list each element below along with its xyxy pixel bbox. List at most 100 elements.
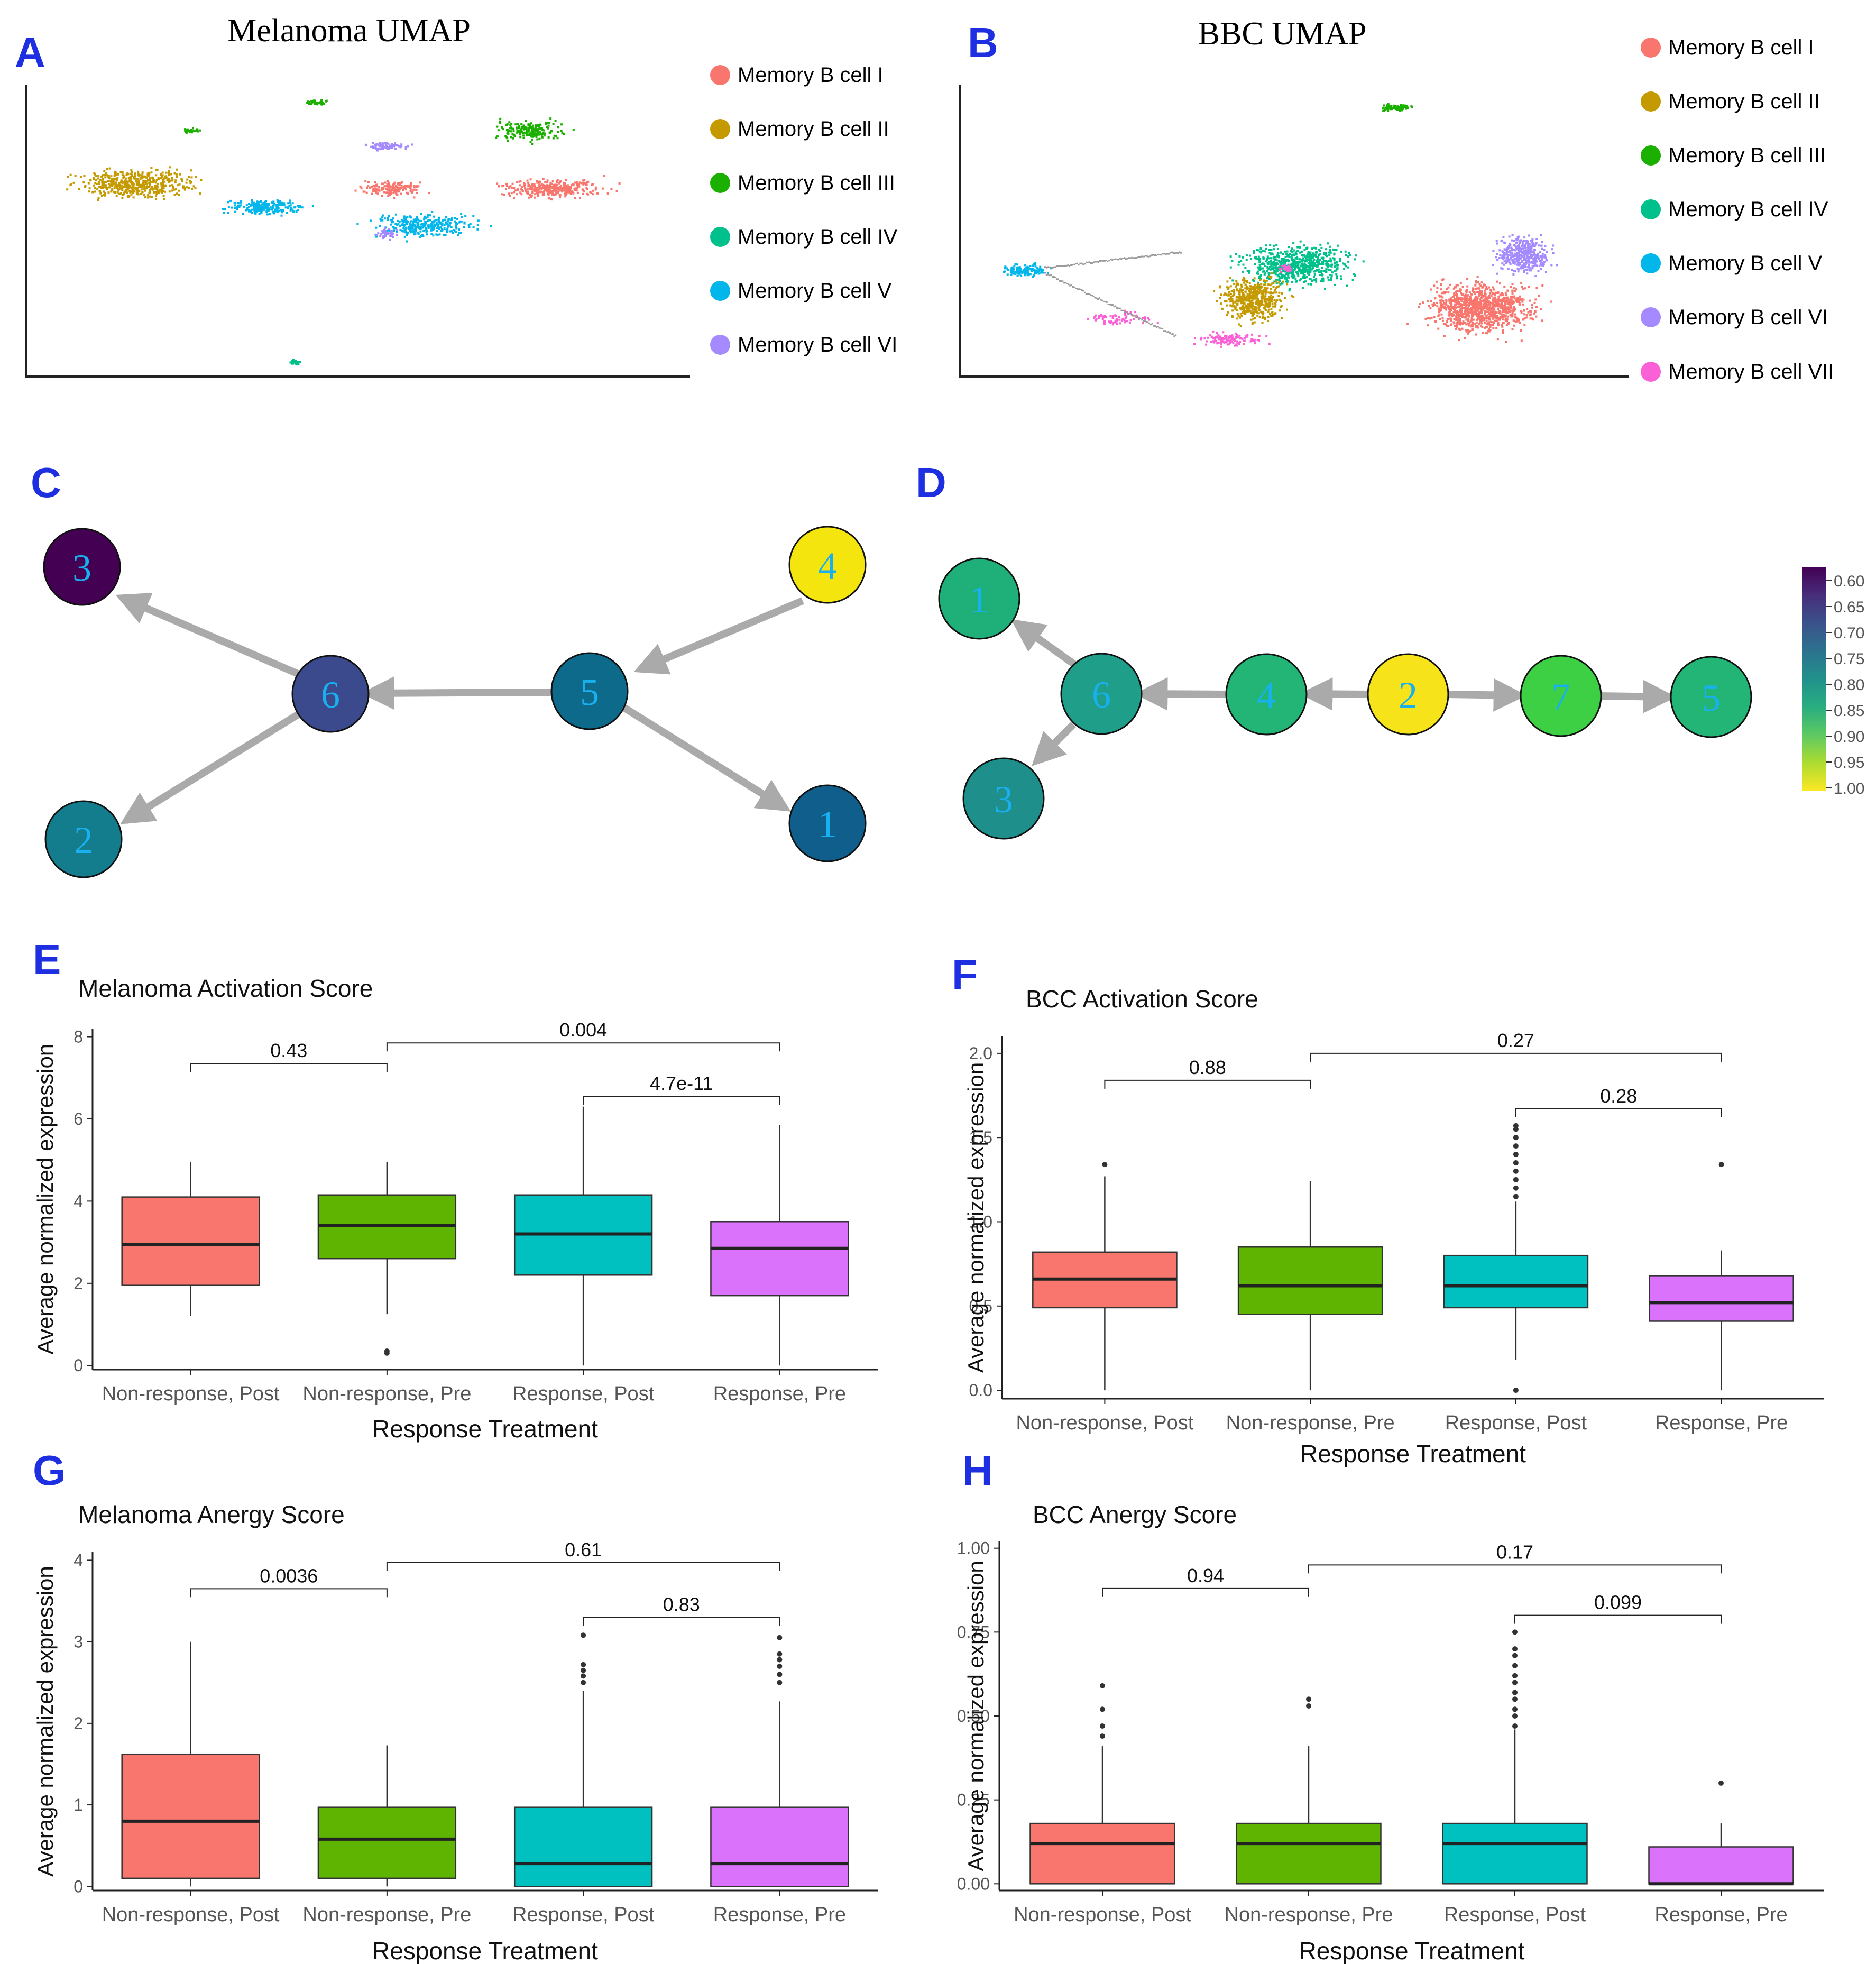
umap-b-trail: [1066, 282, 1068, 284]
outlier-point: [1513, 1135, 1519, 1141]
outlier-point: [1512, 1696, 1518, 1702]
umap-b-trail: [1119, 258, 1121, 260]
node-d-1: 1: [938, 557, 1020, 640]
umap-b-trail: [1102, 260, 1104, 262]
umap-b-trail: [1115, 305, 1117, 307]
panel-d: D 1 6 3 4 2 7 5: [916, 459, 1864, 840]
box-1: [1029, 1683, 1175, 1885]
umap-b-trail: [1106, 301, 1108, 303]
bracket-line: [1102, 1587, 1309, 1597]
colorbar: 0.60 0.65 0.70 0.75 0.80 0.85 0.90 0.95 1.00: [1802, 567, 1864, 797]
outlier-point: [777, 1651, 783, 1657]
umap-b-trail: [1122, 309, 1124, 311]
outlier-point: [581, 1680, 586, 1685]
umap-b-cluster-ii: [1213, 272, 1295, 327]
umap-b-trail: [1157, 326, 1159, 328]
umap-b-trail: [1141, 319, 1143, 321]
umap-b-trail: [1165, 253, 1167, 255]
x-axis-label: Response Treatment: [1300, 1440, 1526, 1467]
umap-b-trail: [1180, 252, 1182, 254]
y-tick-label: 4: [73, 1550, 83, 1570]
node-d-7: 7: [1520, 655, 1602, 737]
umap-b-trail: [1084, 263, 1086, 265]
box-1: [121, 1162, 260, 1316]
umap-b-trail: [1070, 264, 1072, 266]
outlier-point: [777, 1663, 783, 1669]
umap-a-cluster-i-b: [354, 180, 430, 199]
umap-b-trail: [1116, 259, 1118, 260]
y-axis-label: Average normalized expression: [33, 1044, 58, 1355]
x-tick-label: Non-response, Post: [1014, 1904, 1191, 1926]
umap-b-trail: [1059, 265, 1061, 267]
umap-b-trail: [1044, 266, 1046, 268]
umap-b-trail: [1144, 320, 1146, 322]
edge-c-5-6: [361, 676, 552, 710]
umap-a-cluster-iii: [183, 127, 201, 134]
umap-b-trail: [1160, 254, 1162, 256]
chart-title: BCC Anergy Score: [1033, 1501, 1237, 1528]
outlier-point: [1718, 1780, 1724, 1786]
umap-b-trail: [1107, 260, 1109, 262]
panel-letter-e: E: [33, 936, 61, 983]
umap-b-trail: [1139, 256, 1141, 258]
umap-b-cluster-i: [1406, 276, 1552, 343]
bracket-line: [1310, 1052, 1722, 1062]
p-value-label: 4.7e-11: [650, 1072, 713, 1094]
umap-b-trail: [1167, 331, 1170, 333]
x-tick-label: Non-response, Post: [1016, 1412, 1193, 1434]
box-body: [1236, 1822, 1382, 1885]
umap-b-trail: [1146, 255, 1148, 258]
umap-b-trail: [1151, 323, 1153, 325]
umap-b-trail: [1174, 252, 1176, 254]
outlier-point: [1512, 1653, 1518, 1658]
outlier-point: [1718, 1162, 1724, 1168]
bracket-line: [1515, 1108, 1722, 1117]
panel-a: A Melanoma UMAP Memory B cell I Memory B…: [15, 13, 898, 378]
panel-letter-a: A: [15, 29, 45, 76]
umap-b-trail: [1156, 326, 1158, 328]
legend-b-dot-7: [1641, 362, 1661, 382]
box-body: [1029, 1822, 1175, 1885]
umap-b-trail: [1093, 261, 1095, 263]
legend-a-dot-5: [710, 281, 730, 301]
umap-b-trail: [1068, 283, 1070, 286]
p-value-label: 0.61: [565, 1539, 602, 1561]
umap-b-trail: [1166, 331, 1168, 333]
outlier-point: [1513, 1168, 1519, 1174]
legend-a-dot-4: [710, 227, 730, 247]
node-d-4: 4: [1225, 653, 1308, 736]
umap-b-trail: [1136, 257, 1138, 259]
colorbar-gradient: [1802, 567, 1826, 791]
umap-b-trail: [1081, 289, 1083, 291]
comparison-bracket: 0.004: [386, 1019, 780, 1052]
graph-d-nodes: 1 6 3 4 2 7 5: [938, 557, 1752, 840]
comparison-bracket: 0.94: [1102, 1565, 1309, 1597]
umap-b-trail: [1104, 301, 1106, 303]
umap-b-trail: [1143, 320, 1145, 322]
umap-b-trail: [1142, 255, 1144, 258]
umap-b-trail: [1157, 253, 1159, 255]
y-tick-label: 2: [73, 1274, 83, 1293]
umap-b-trail: [1138, 318, 1140, 320]
node-c-2: 2: [44, 800, 123, 878]
box-3: [513, 1106, 653, 1366]
legend-b-dot-4: [1641, 199, 1661, 219]
box-1: [121, 1641, 260, 1887]
umap-a-cluster-vi: [364, 142, 413, 152]
outlier-point: [777, 1672, 783, 1677]
y-tick-label: 0.0: [969, 1381, 992, 1400]
umap-b-trail: [1062, 280, 1064, 282]
y-tick-label: 6: [73, 1109, 83, 1128]
umap-b-trail: [1169, 252, 1171, 254]
legend-a-dot-1: [710, 65, 730, 85]
y-tick-label: 1: [73, 1795, 83, 1814]
umap-b-trail: [1172, 252, 1174, 254]
outlier-point: [581, 1667, 586, 1673]
legend-a-label-5: Memory B cell V: [738, 279, 891, 302]
box-body: [121, 1754, 260, 1879]
umap-b-trail: [1128, 257, 1130, 259]
panel-b: B BBC UMAP Memory B cell I Memory B cell…: [959, 16, 1834, 383]
boxplot-e: Melanoma Activation Score 0 2 4 6 8 Average no…: [33, 975, 878, 1443]
umap-a-cluster-iii-b: [306, 99, 328, 106]
edge-d-2-7: [1447, 678, 1527, 712]
